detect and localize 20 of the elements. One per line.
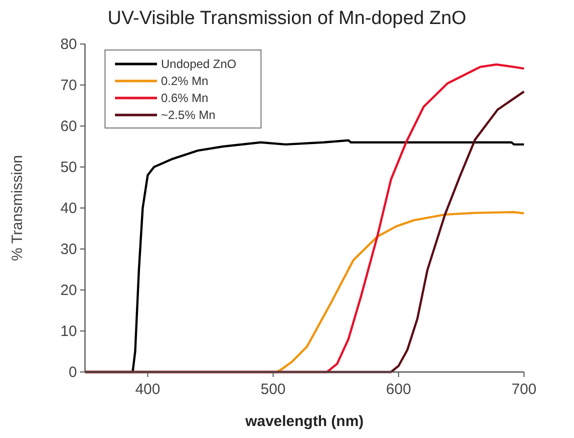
y-tick-label: 10	[60, 323, 77, 340]
y-tick-label: 30	[60, 241, 77, 258]
y-tick-label: 80	[60, 36, 77, 53]
legend-label: Undoped ZnO	[161, 57, 236, 71]
y-tick-label: 0	[68, 364, 77, 381]
legend-label: 0.2% Mn	[161, 74, 208, 88]
y-tick-label: 70	[60, 77, 77, 94]
y-tick-label: 50	[60, 159, 77, 176]
chart-title: UV-Visible Transmission of Mn-doped ZnO	[108, 8, 466, 29]
legend-label: ~2.5% Mn	[161, 108, 216, 122]
x-tick-label: 700	[511, 381, 537, 398]
x-tick-label: 500	[260, 381, 286, 398]
y-tick-label: 40	[60, 200, 77, 217]
x-axis-title: wavelength (nm)	[244, 413, 364, 430]
x-tick-label: 400	[135, 381, 160, 398]
y-tick-label: 60	[60, 118, 77, 135]
x-tick-label: 600	[386, 381, 412, 398]
legend-label: 0.6% Mn	[161, 91, 208, 105]
y-axis-title: % Transmission	[9, 155, 26, 261]
y-tick-label: 20	[60, 282, 77, 299]
